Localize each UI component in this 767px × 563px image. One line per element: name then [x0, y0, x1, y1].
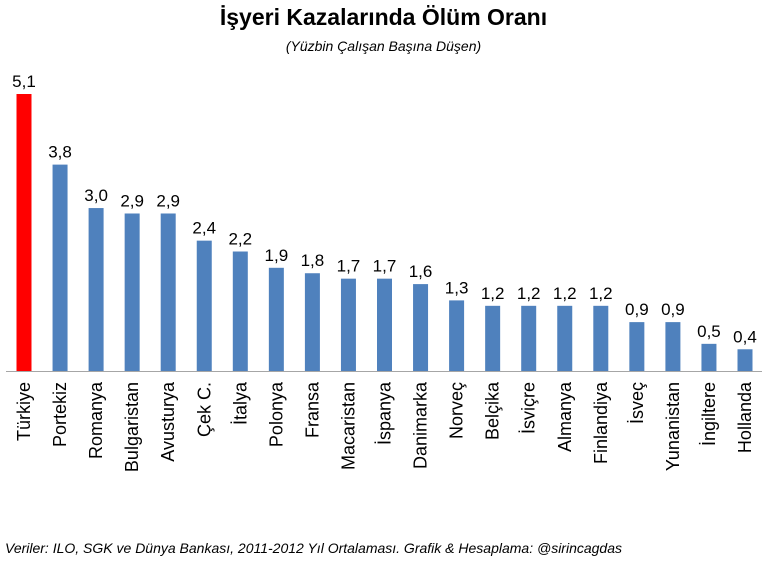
bar	[304, 273, 320, 371]
bar-value-label: 1,8	[301, 251, 325, 270]
bar-value-label: 0,9	[661, 300, 685, 319]
category-label: Finlandiya	[591, 381, 611, 464]
bar	[485, 305, 501, 371]
bar-value-label: 2,9	[156, 191, 180, 210]
category-label: İngiltere	[699, 382, 719, 446]
category-label: Almanya	[555, 381, 575, 452]
bar-value-label: 1,7	[373, 257, 397, 276]
category-label: Fransa	[302, 381, 322, 438]
bar	[737, 349, 753, 371]
bar	[557, 305, 573, 371]
bar-value-label: 1,2	[589, 284, 613, 303]
category-label: Portekiz	[50, 382, 70, 447]
category-label: Polonya	[266, 381, 286, 447]
category-label: İsviçre	[519, 382, 539, 434]
bar-value-label: 1,2	[481, 284, 505, 303]
bar	[377, 278, 392, 371]
bar	[521, 305, 537, 371]
bar	[232, 251, 248, 371]
chart-subtitle: (Yüzbin Çalışan Başına Düşen)	[285, 38, 482, 54]
category-label: Avusturya	[158, 381, 178, 462]
category-label: Danimarka	[411, 381, 431, 469]
bar-value-label: 3,0	[84, 186, 108, 205]
bar-value-label: 1,2	[553, 284, 577, 303]
category-label: İsveç	[627, 382, 647, 424]
category-label: Türkiye	[14, 382, 34, 441]
bar-value-label: 0,4	[733, 327, 757, 346]
bar-value-label: 1,3	[445, 278, 469, 297]
bar-value-label: 1,7	[337, 257, 361, 276]
bar	[449, 300, 465, 371]
bar	[268, 267, 284, 371]
bar	[701, 343, 717, 371]
bar-value-label: 5,1	[12, 72, 36, 91]
bar	[665, 322, 681, 371]
category-label: Belçika	[483, 381, 503, 440]
bar	[196, 240, 212, 371]
bar-value-label: 2,9	[120, 191, 144, 210]
bar-value-label: 3,8	[48, 143, 72, 162]
category-label: Bulgaristan	[122, 382, 142, 472]
bar	[16, 94, 32, 371]
bar-value-label: 0,5	[697, 322, 721, 341]
category-label: İtalya	[230, 381, 250, 425]
bar	[88, 208, 104, 371]
bar	[340, 278, 356, 371]
bar-value-label: 1,9	[265, 246, 289, 265]
category-label: Yunanistan	[663, 382, 683, 471]
category-label: Hollanda	[735, 381, 755, 453]
bar	[124, 213, 140, 371]
bar	[160, 213, 176, 371]
bar	[629, 322, 645, 371]
category-label: Çek C.	[194, 382, 214, 437]
source-footnote: Veriler: ILO, SGK ve Dünya Bankası, 2011…	[5, 540, 623, 556]
bar	[52, 164, 68, 371]
bar-value-label: 2,4	[192, 219, 216, 238]
category-label: Norveç	[447, 382, 467, 439]
category-label: İspanya	[375, 381, 395, 445]
category-label: Macaristan	[338, 382, 358, 470]
bar	[413, 284, 429, 371]
bar-value-label: 1,2	[517, 284, 541, 303]
chart-title: İşyeri Kazalarında Ölüm Oranı	[219, 4, 548, 30]
bar-value-label: 0,9	[625, 300, 649, 319]
bar-value-label: 2,2	[228, 230, 252, 249]
bar	[593, 305, 609, 371]
bar-value-label: 1,6	[409, 262, 433, 281]
category-label: Romanya	[86, 381, 106, 459]
